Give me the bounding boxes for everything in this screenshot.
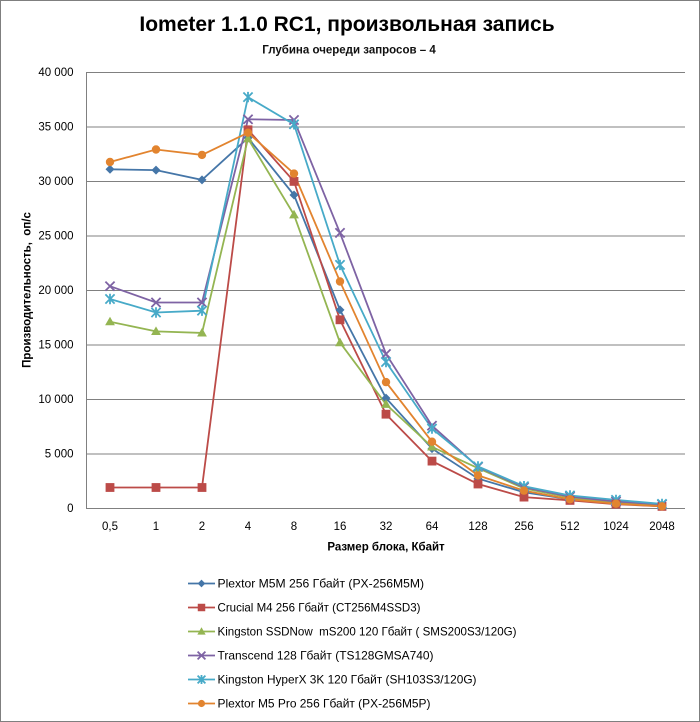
svg-text:Производительность, оп/с: Производительность, оп/с	[22, 212, 34, 368]
svg-text:2: 2	[199, 521, 205, 533]
svg-text:512: 512	[560, 521, 579, 533]
svg-text:8: 8	[291, 521, 297, 533]
svg-text:35 000: 35 000	[38, 122, 73, 134]
svg-text:Kingston HyperX 3K 120 Гбайт (: Kingston HyperX 3K 120 Гбайт (SH103S3/12…	[218, 673, 477, 687]
svg-text:0,5: 0,5	[102, 521, 118, 533]
svg-text:5 000: 5 000	[45, 449, 74, 461]
svg-text:Iometer 1.1.0 RC1, произвольна: Iometer 1.1.0 RC1, произвольная запись	[139, 13, 554, 36]
svg-text:0: 0	[67, 503, 73, 515]
svg-text:32: 32	[380, 521, 393, 533]
svg-text:10 000: 10 000	[38, 394, 73, 406]
svg-text:1: 1	[153, 521, 159, 533]
svg-text:1024: 1024	[603, 521, 629, 533]
svg-text:Plextor M5 Pro 256 Гбайт (PX-2: Plextor M5 Pro 256 Гбайт (PX-256M5P)	[218, 697, 431, 711]
svg-text:64: 64	[426, 521, 439, 533]
svg-text:2048: 2048	[649, 521, 675, 533]
svg-text:25 000: 25 000	[38, 231, 73, 243]
svg-text:15 000: 15 000	[38, 340, 73, 352]
svg-text:128: 128	[468, 521, 487, 533]
svg-text:16: 16	[334, 521, 347, 533]
svg-text:Kingston SSDNow mS200 120 Гба: Kingston SSDNow mS200 120 Гбайт ( SMS200…	[218, 625, 517, 639]
svg-text:256: 256	[514, 521, 533, 533]
svg-text:Crucial M4 256 Гбайт (CT256M4S: Crucial M4 256 Гбайт (CT256M4SSD3)	[218, 601, 421, 615]
svg-text:Размер блока, Кбайт: Размер блока, Кбайт	[327, 542, 445, 554]
svg-text:Plextor M5M 256 Гбайт (PX-256M: Plextor M5M 256 Гбайт (PX-256M5M)	[218, 577, 425, 591]
svg-text:Глубина очереди запросов – 4: Глубина очереди запросов – 4	[262, 45, 436, 57]
svg-text:Transcend 128 Гбайт (TS128GMSA: Transcend 128 Гбайт (TS128GMSA740)	[218, 649, 434, 663]
svg-text:4: 4	[245, 521, 252, 533]
svg-text:30 000: 30 000	[38, 176, 73, 188]
svg-text:20 000: 20 000	[38, 285, 73, 297]
svg-text:40 000: 40 000	[38, 67, 73, 79]
